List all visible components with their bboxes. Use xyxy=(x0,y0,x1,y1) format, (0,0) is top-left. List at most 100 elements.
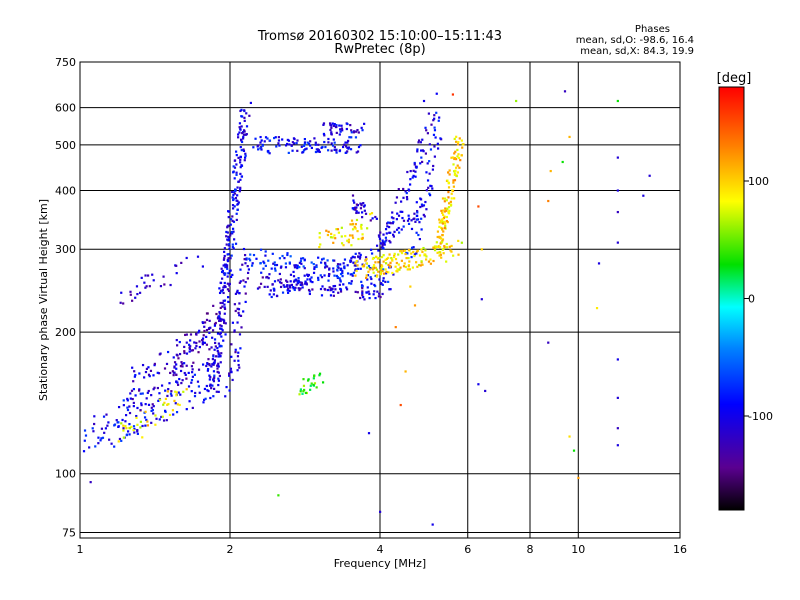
echo-point xyxy=(133,370,136,373)
echo-point xyxy=(381,243,384,246)
echo-point xyxy=(313,137,316,140)
echo-point xyxy=(333,259,336,262)
echo-point xyxy=(309,140,312,143)
echo-point xyxy=(411,266,415,269)
echo-point xyxy=(249,253,252,256)
echo-point xyxy=(381,239,384,242)
echo-point xyxy=(450,244,453,248)
echo-point xyxy=(176,344,179,347)
echo-point xyxy=(336,263,340,266)
echo-point xyxy=(206,368,210,371)
echo-point xyxy=(239,166,242,169)
echo-point xyxy=(446,179,449,182)
echo-point xyxy=(451,156,455,159)
echo-point xyxy=(442,230,445,233)
echo-point xyxy=(423,253,426,256)
echo-point xyxy=(343,258,347,261)
echo-point xyxy=(105,413,108,416)
echo-point xyxy=(140,404,143,407)
echo-point xyxy=(117,425,120,428)
echo-point xyxy=(212,363,215,366)
echo-point xyxy=(299,283,302,287)
echo-point xyxy=(445,246,449,249)
echo-point xyxy=(440,220,443,223)
echo-point xyxy=(237,363,240,367)
echo-point xyxy=(91,427,94,430)
echo-point xyxy=(316,150,320,153)
echo-point xyxy=(207,389,210,393)
echo-point xyxy=(333,148,336,152)
echo-point xyxy=(220,345,223,348)
echo-point xyxy=(417,139,421,142)
echo-point xyxy=(234,309,237,313)
echo-point xyxy=(190,378,194,382)
echo-point xyxy=(163,283,166,286)
echo-point xyxy=(397,253,400,256)
echo-point xyxy=(443,244,446,248)
echo-point xyxy=(289,273,293,276)
echo-point xyxy=(120,422,123,425)
echo-point xyxy=(387,263,390,267)
echo-point xyxy=(231,219,234,223)
echo-point xyxy=(547,341,550,344)
echo-point xyxy=(240,164,244,167)
echo-point xyxy=(427,260,431,263)
echo-point xyxy=(143,416,147,419)
echo-point xyxy=(477,383,480,386)
echo-point xyxy=(222,339,225,342)
echo-point xyxy=(266,275,269,279)
echo-point xyxy=(229,223,232,226)
echo-point xyxy=(162,275,165,278)
echo-point xyxy=(377,295,380,298)
echo-point xyxy=(354,208,357,211)
echo-point xyxy=(204,397,207,400)
echo-point xyxy=(257,144,260,147)
echo-point xyxy=(361,263,364,266)
echo-point xyxy=(224,266,227,269)
echo-point xyxy=(360,284,364,287)
echo-point xyxy=(335,131,338,134)
echo-point xyxy=(330,132,333,135)
echo-point xyxy=(268,293,271,296)
echo-point xyxy=(217,383,220,387)
echo-point xyxy=(449,200,452,203)
echo-point xyxy=(426,132,429,135)
echo-point xyxy=(388,231,391,234)
echo-point xyxy=(349,148,353,151)
echo-point xyxy=(433,155,436,158)
echo-point xyxy=(415,231,418,234)
y-tick-label: 750 xyxy=(55,56,76,69)
echo-point xyxy=(616,358,619,361)
echo-point xyxy=(393,255,396,259)
echo-point xyxy=(201,337,205,340)
y-tick-label: 200 xyxy=(55,326,76,339)
echo-point xyxy=(349,124,352,127)
echo-point xyxy=(358,257,362,260)
echo-point xyxy=(231,190,234,194)
echo-point xyxy=(365,291,368,294)
echo-point xyxy=(236,355,240,358)
echo-point xyxy=(290,283,293,287)
echo-point xyxy=(480,298,483,301)
echo-point xyxy=(346,141,349,144)
echo-point xyxy=(232,220,236,223)
echo-point xyxy=(117,421,120,424)
echo-point xyxy=(245,257,248,260)
echo-point xyxy=(448,245,451,248)
echo-point xyxy=(167,402,170,406)
echo-point xyxy=(309,384,312,387)
echo-point xyxy=(457,239,460,243)
echo-point xyxy=(317,278,320,282)
echo-point xyxy=(203,321,207,324)
echo-point xyxy=(159,285,163,288)
echo-point xyxy=(445,215,448,219)
echo-point xyxy=(433,129,437,132)
echo-point xyxy=(226,275,229,278)
echo-point xyxy=(195,341,198,345)
echo-point xyxy=(344,234,347,238)
echo-point xyxy=(242,310,245,313)
echo-point xyxy=(264,254,267,257)
echo-point xyxy=(447,206,451,209)
echo-point xyxy=(234,150,238,153)
echo-point xyxy=(178,403,181,407)
